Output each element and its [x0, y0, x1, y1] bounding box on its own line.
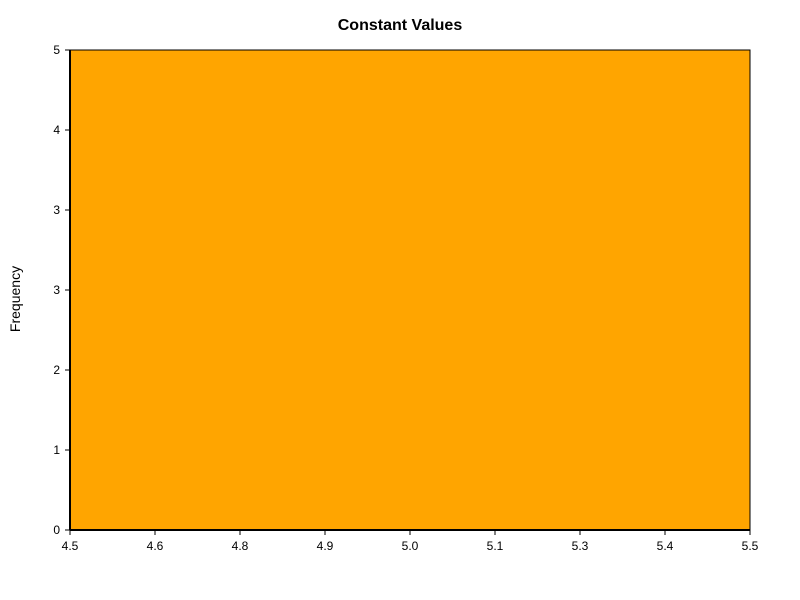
y-tick-label: 0 — [53, 523, 60, 537]
x-tick-label: 5.1 — [487, 539, 504, 553]
bars-group — [69, 49, 751, 531]
y-tick-label: 4 — [53, 123, 60, 137]
chart-title: Constant Values — [338, 17, 463, 34]
x-tick-label: 5.4 — [657, 539, 674, 553]
y-tick-label: 5 — [53, 43, 60, 57]
y-axis-label: Frequency — [7, 266, 23, 332]
y-tick-label: 2 — [53, 363, 60, 377]
x-tick-label: 5.0 — [402, 539, 419, 553]
histogram-bar — [69, 49, 751, 531]
x-ticks-group: 4.5 4.6 4.8 4.9 5.0 5.1 5.3 5.4 5.5 — [62, 530, 759, 553]
y-ticks-group: 0 1 2 3 3 4 5 — [53, 43, 70, 537]
x-tick-label: 5.3 — [572, 539, 589, 553]
y-tick-label: 3 — [53, 283, 60, 297]
x-tick-label: 4.6 — [147, 539, 164, 553]
y-tick-label: 1 — [53, 443, 60, 457]
x-tick-label: 4.9 — [317, 539, 334, 553]
x-tick-label: 4.8 — [232, 539, 249, 553]
x-tick-label: 5.5 — [742, 539, 759, 553]
x-tick-label: 4.5 — [62, 539, 79, 553]
y-tick-label: 3 — [53, 203, 60, 217]
